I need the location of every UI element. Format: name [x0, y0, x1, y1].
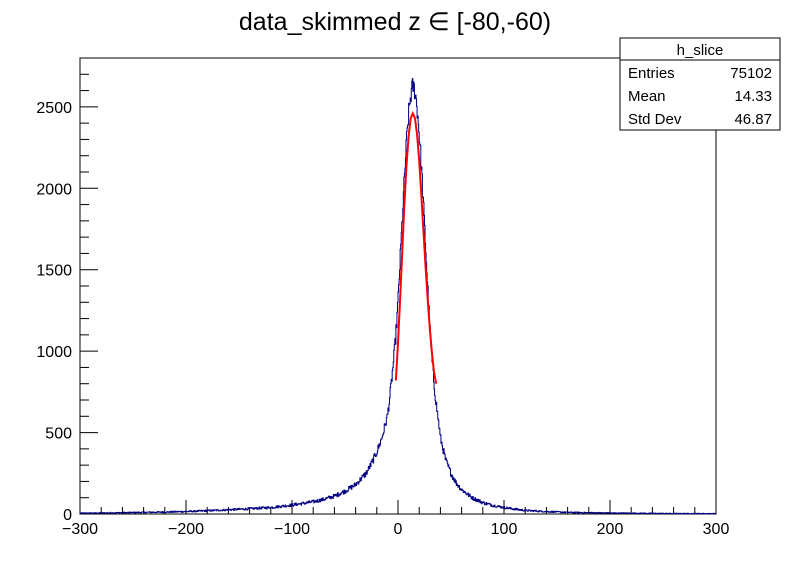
- stats-box: h_slice Entries 75102 Mean 14.33 Std Dev…: [619, 37, 781, 131]
- x-tick-label: −300: [62, 521, 98, 538]
- x-tick-label: −200: [168, 521, 204, 538]
- gaussian-fit-curve: [394, 110, 438, 384]
- y-axis: 0 500 1000 1500 2000 2500: [36, 73, 98, 524]
- stats-entries-value: 75102: [730, 65, 772, 82]
- plot-area: 0 500 1000 1500 2000 2500 −300 −200 −100 0 100 200…: [36, 57, 729, 538]
- stats-mean-label: Mean: [628, 88, 666, 105]
- stats-mean-value: 14.33: [734, 88, 772, 105]
- x-tick-label: 100: [491, 521, 518, 538]
- y-tick-label: 2000: [36, 181, 72, 198]
- x-axis: −300 −200 −100 0 100 200 300: [62, 500, 729, 538]
- x-tick-label: 0: [394, 521, 403, 538]
- stats-stddev-label: Std Dev: [628, 111, 682, 128]
- chart-title: data_skimmed z ∈ [-80,-60): [239, 8, 551, 36]
- histogram-series: [80, 78, 716, 515]
- stats-entries-label: Entries: [628, 65, 675, 82]
- y-tick-label: 0: [63, 507, 72, 524]
- y-tick-label: 500: [45, 426, 72, 443]
- x-tick-label: 200: [597, 521, 624, 538]
- stats-box-name: h_slice: [677, 42, 724, 59]
- stats-box-frame: [619, 37, 781, 131]
- stats-stddev-value: 46.87: [734, 111, 772, 128]
- y-tick-label: 1000: [36, 344, 72, 361]
- x-tick-label: −100: [274, 521, 310, 538]
- y-tick-label: 2500: [36, 100, 72, 117]
- x-tick-label: 300: [703, 521, 730, 538]
- y-tick-label: 1500: [36, 263, 72, 280]
